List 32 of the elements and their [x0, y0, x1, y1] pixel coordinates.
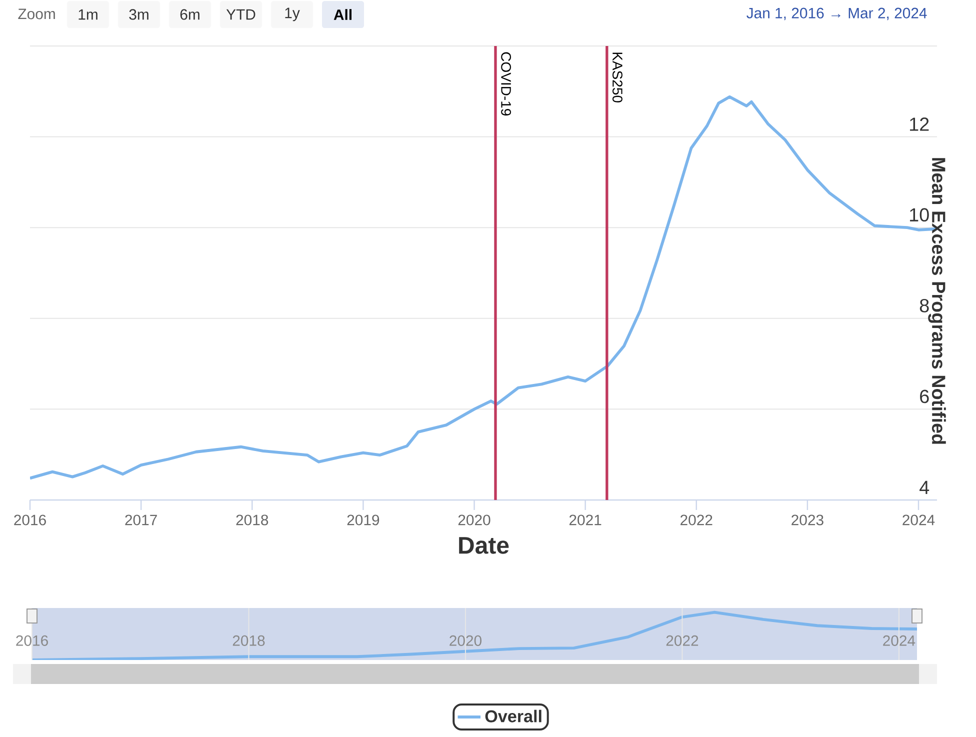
x-axis-title: Date: [459, 537, 509, 554]
x-tick-label: 2017: [125, 514, 157, 526]
text: 1y: [285, 8, 300, 22]
x-tick-label: 2019: [347, 514, 380, 526]
y-tick-label: 10: [910, 208, 929, 222]
text: YTD: [226, 9, 256, 20]
x-tick-label: 2022: [666, 635, 698, 646]
ref-line-label: KAS250: [612, 52, 622, 102]
y-axis-title: Mean Excess Programs Notified: [928, 158, 946, 444]
y-tick-label: 4: [920, 480, 930, 494]
ref-line-label: COVID-19: [501, 52, 511, 116]
x-tick-label: 2020: [450, 635, 482, 646]
y-tick-label: 8: [920, 298, 929, 312]
text: 6m: [180, 9, 200, 20]
x-tick-label: 2016: [14, 514, 46, 526]
legend-label: Overall: [485, 710, 542, 722]
text: Jan 1, 2016 → Mar 2, 2024: [746, 8, 927, 20]
text: All: [334, 9, 352, 20]
y-tick-label: 12: [910, 118, 929, 131]
x-tick-label: 2018: [236, 514, 268, 526]
x-tick-label: 2022: [680, 514, 712, 526]
x-tick-label: 2018: [232, 635, 265, 646]
text: 1m: [78, 9, 98, 20]
text: Zoom: [18, 8, 55, 20]
x-tick-label: 2016: [16, 635, 48, 646]
x-tick-label: 2021: [569, 514, 602, 526]
x-tick-label: 2024: [883, 635, 916, 646]
x-tick-label: 2024: [902, 514, 935, 526]
x-tick-label: 2023: [792, 514, 824, 526]
text: 3m: [129, 9, 148, 20]
x-tick-label: 2020: [458, 514, 490, 526]
y-tick-label: 6: [920, 390, 929, 404]
